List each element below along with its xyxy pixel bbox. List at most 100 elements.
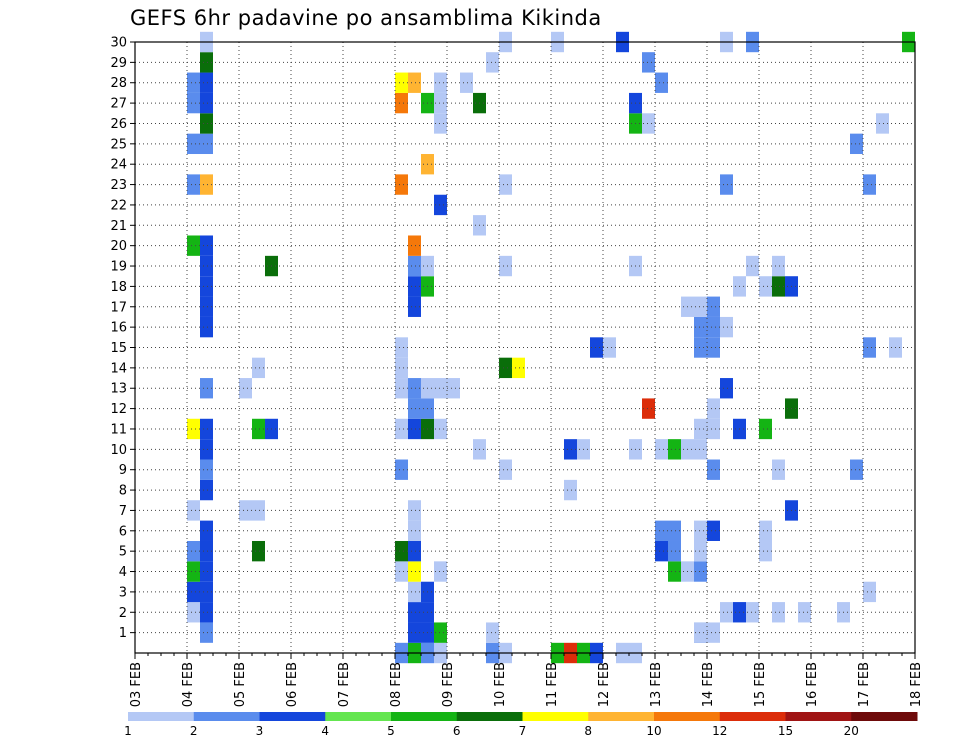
precip-cell <box>200 174 213 195</box>
precip-cell <box>200 622 213 643</box>
precip-cell <box>863 581 876 603</box>
x-tick-label: 15 FEB <box>753 662 768 707</box>
precip-cell <box>642 113 655 134</box>
legend-label: 7 <box>519 724 527 738</box>
precip-cell <box>694 520 707 541</box>
precip-cell <box>668 520 681 541</box>
precip-cell <box>707 337 720 358</box>
precip-cell <box>434 113 447 134</box>
y-tick-label: 22 <box>110 198 127 213</box>
precip-cell <box>200 133 213 155</box>
precip-cell <box>200 276 213 297</box>
x-tick-label: 16 FEB <box>805 662 820 707</box>
precip-cell <box>200 255 213 277</box>
x-tick-label: 10 FEB <box>493 662 508 707</box>
legend-swatch <box>391 712 458 721</box>
precip-cell <box>200 479 213 501</box>
x-tick-label: 07 FEB <box>337 662 352 707</box>
y-tick-label: 25 <box>110 137 127 152</box>
x-tick-label: 09 FEB <box>441 662 456 707</box>
precip-cell <box>499 357 512 379</box>
precip-cell <box>239 500 252 521</box>
precip-cell <box>408 255 421 277</box>
legend-label: 2 <box>190 724 198 738</box>
precip-cell <box>408 622 421 643</box>
precip-cell <box>876 113 889 134</box>
precip-cell <box>499 255 512 277</box>
precip-cell <box>395 378 408 399</box>
precip-cell <box>200 439 213 460</box>
y-tick-label: 26 <box>110 117 127 132</box>
x-tick-label: 05 FEB <box>233 662 248 707</box>
precip-cell <box>200 418 213 440</box>
precip-cell <box>707 418 720 440</box>
precip-cell <box>200 72 213 93</box>
precip-cell <box>200 296 213 317</box>
legend-label: 15 <box>778 724 793 738</box>
y-tick-label: 17 <box>110 300 127 315</box>
legend-label: 10 <box>646 724 661 738</box>
precip-cell <box>720 378 733 399</box>
legend-swatch <box>193 712 260 721</box>
chart-title: GEFS 6hr padavine po ansamblima Kikinda <box>130 6 602 30</box>
precip-cell <box>187 92 200 114</box>
y-tick-label: 16 <box>110 321 127 336</box>
y-tick-label: 1 <box>119 626 127 641</box>
precip-cell <box>850 133 863 155</box>
precip-cell <box>187 500 200 521</box>
precip-cell <box>252 357 265 379</box>
precip-cell <box>720 602 733 623</box>
precip-cell <box>499 459 512 480</box>
y-axis: 1234567891011121314151617181920212223242… <box>110 36 135 641</box>
precip-cell <box>395 92 408 114</box>
precip-cell <box>668 439 681 460</box>
precip-cell <box>694 316 707 338</box>
legend-swatch <box>325 712 392 721</box>
precip-cell <box>798 602 811 623</box>
legend-swatch <box>785 712 852 721</box>
precip-cell <box>395 72 408 93</box>
precip-cell <box>486 622 499 643</box>
precip-cell <box>655 520 668 541</box>
precip-cell <box>863 337 876 358</box>
precip-cell <box>434 622 447 643</box>
legend-label: 8 <box>584 724 592 738</box>
precip-cell <box>499 174 512 195</box>
precip-cell <box>187 133 200 155</box>
precip-cell <box>564 439 577 460</box>
precip-cell <box>239 378 252 399</box>
legend-label: 4 <box>321 724 329 738</box>
precip-cell <box>642 398 655 419</box>
legend-swatch <box>851 712 918 721</box>
precip-cell <box>486 52 499 73</box>
precip-cell <box>200 113 213 134</box>
y-tick-label: 18 <box>110 280 127 295</box>
precip-cell <box>408 540 421 562</box>
x-tick-label: 11 FEB <box>545 662 560 707</box>
precip-cell <box>759 276 772 297</box>
precip-cell <box>200 316 213 338</box>
precip-cell <box>408 602 421 623</box>
precip-cell <box>187 72 200 93</box>
precip-cell <box>395 540 408 562</box>
precip-cell <box>395 337 408 358</box>
precip-cell <box>772 255 785 277</box>
precip-cell <box>408 235 421 256</box>
x-tick-label: 08 FEB <box>389 662 404 707</box>
precip-cell <box>694 296 707 317</box>
precip-cell <box>252 540 265 562</box>
precip-cell <box>720 174 733 195</box>
legend-swatch <box>259 712 326 721</box>
precip-cell <box>655 72 668 93</box>
precip-cell <box>850 459 863 480</box>
legend-label: 5 <box>387 724 395 738</box>
x-tick-label: 06 FEB <box>285 662 300 707</box>
precip-cell <box>694 540 707 562</box>
y-tick-label: 12 <box>110 402 127 417</box>
y-tick-label: 9 <box>119 463 127 478</box>
y-tick-label: 24 <box>110 158 127 173</box>
precip-cell <box>707 520 720 541</box>
precip-cell <box>460 72 473 93</box>
y-tick-label: 10 <box>110 443 127 458</box>
